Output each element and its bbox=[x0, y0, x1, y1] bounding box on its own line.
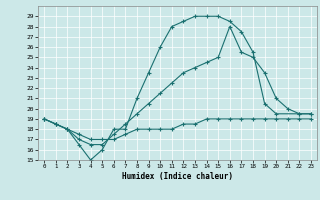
X-axis label: Humidex (Indice chaleur): Humidex (Indice chaleur) bbox=[122, 172, 233, 181]
